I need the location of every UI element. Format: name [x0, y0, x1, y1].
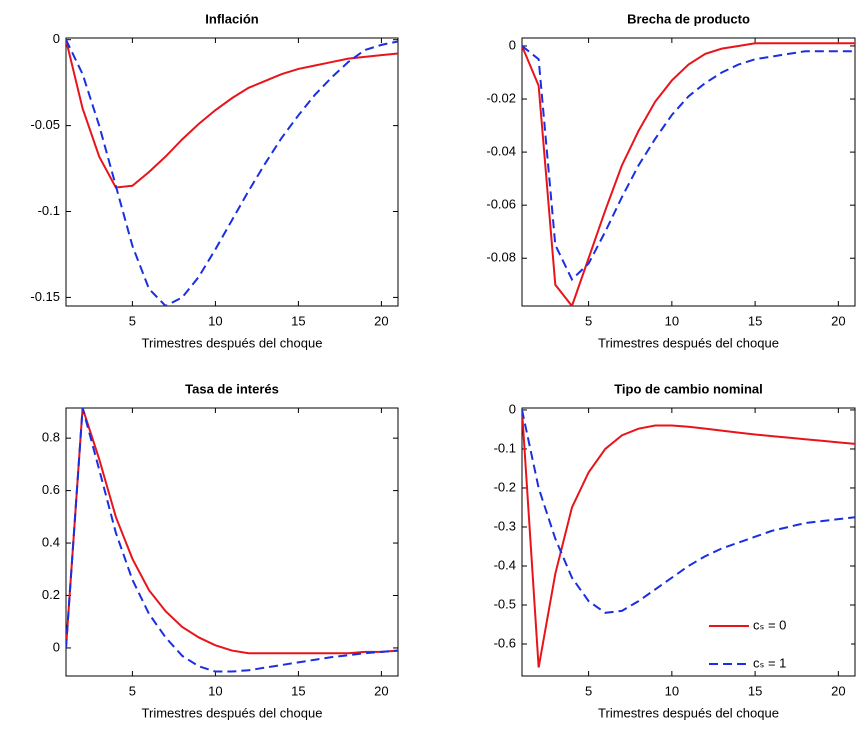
y-tick-label: -0.04	[486, 144, 516, 159]
series-line	[522, 42, 855, 306]
x-tick-label: 20	[374, 313, 388, 328]
y-tick-label: 0.4	[42, 534, 60, 549]
x-tick-label: 20	[374, 683, 388, 698]
series-line	[522, 45, 855, 282]
subplot-title: Tasa de interés	[185, 381, 279, 396]
x-tick-label: 15	[291, 313, 305, 328]
y-tick-label: -0.4	[494, 557, 516, 572]
series-line	[66, 408, 398, 673]
y-tick-label: 0	[53, 639, 60, 654]
x-axis-label: Trimestres después del choque	[142, 705, 323, 720]
x-tick-label: 15	[291, 683, 305, 698]
subplot: Tasa de interés Trimestres después del ch…	[42, 381, 399, 720]
y-tick-label: 0	[53, 31, 60, 46]
subplot-title: Inflación	[205, 11, 259, 26]
y-tick-label: -0.05	[30, 117, 60, 132]
x-axis-label: Trimestres después del choque	[598, 335, 779, 350]
subplot-title: Tipo de cambio nominal	[614, 381, 763, 396]
x-tick-label: 10	[208, 313, 222, 328]
y-tick-label: -0.5	[494, 596, 516, 611]
x-tick-label: 5	[129, 683, 136, 698]
legend: cₛ = 0 cₛ = 1	[701, 612, 851, 670]
subplot: Brecha de producto Trimestres después del…	[486, 11, 856, 350]
axes-box	[65, 407, 399, 677]
series-line	[522, 409, 855, 614]
subplot: Inflación Trimestres después del choque 5 1…	[30, 11, 399, 350]
x-axis-label: Trimestres después del choque	[598, 705, 779, 720]
x-tick-label: 10	[665, 313, 679, 328]
y-tick-label: -0.02	[486, 90, 516, 105]
x-tick-label: 5	[585, 313, 592, 328]
y-tick-label: -0.1	[494, 440, 516, 455]
y-tick-label: 0	[509, 37, 516, 52]
x-tick-label: 20	[831, 313, 845, 328]
y-tick-label: -0.15	[30, 289, 60, 304]
x-tick-label: 10	[665, 683, 679, 698]
subplot-title: Brecha de producto	[627, 11, 750, 26]
x-tick-label: 10	[208, 683, 222, 698]
y-tick-label: -0.2	[494, 479, 516, 494]
y-tick-label: -0.6	[494, 635, 516, 650]
y-tick-label: 0.6	[42, 482, 60, 497]
axes-box	[65, 37, 399, 307]
series-line	[66, 39, 398, 306]
legend-label: cₛ = 1	[753, 655, 786, 670]
y-tick-label: -0.1	[38, 203, 60, 218]
series-line	[66, 39, 398, 189]
x-tick-label: 20	[831, 683, 845, 698]
x-tick-label: 5	[585, 683, 592, 698]
y-tick-label: 0.8	[42, 430, 60, 445]
y-tick-label: -0.06	[486, 197, 516, 212]
legend-label: cₛ = 0	[753, 617, 786, 632]
series-line	[66, 408, 398, 655]
x-axis-label: Trimestres después del choque	[142, 335, 323, 350]
y-tick-label: 0	[509, 401, 516, 416]
x-tick-label: 5	[129, 313, 136, 328]
y-tick-label: -0.3	[494, 518, 516, 533]
legend-box	[701, 612, 851, 670]
y-tick-label: -0.08	[486, 250, 516, 265]
x-tick-label: 15	[748, 683, 762, 698]
y-tick-label: 0.2	[42, 587, 60, 602]
axes-box	[521, 37, 856, 307]
x-tick-label: 15	[748, 313, 762, 328]
subplot: Tipo de cambio nominal Trimestres después…	[494, 381, 856, 720]
series-line	[522, 409, 855, 668]
